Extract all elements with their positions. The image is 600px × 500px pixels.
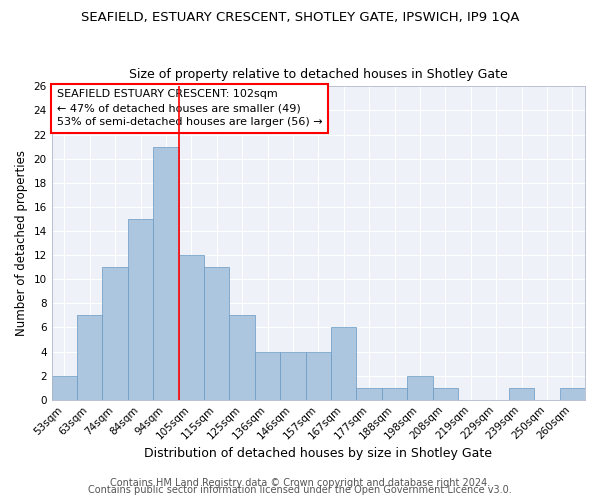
Text: Contains public sector information licensed under the Open Government Licence v3: Contains public sector information licen…	[88, 485, 512, 495]
Bar	[280, 352, 305, 400]
Title: Size of property relative to detached houses in Shotley Gate: Size of property relative to detached ho…	[129, 68, 508, 81]
Bar	[52, 376, 77, 400]
Bar	[179, 255, 204, 400]
Bar	[560, 388, 585, 400]
Bar	[331, 328, 356, 400]
Y-axis label: Number of detached properties: Number of detached properties	[15, 150, 28, 336]
Bar	[77, 316, 103, 400]
Bar	[305, 352, 331, 400]
Bar	[433, 388, 458, 400]
Bar	[356, 388, 382, 400]
Bar	[204, 267, 229, 400]
Text: Contains HM Land Registry data © Crown copyright and database right 2024.: Contains HM Land Registry data © Crown c…	[110, 478, 490, 488]
Bar	[407, 376, 433, 400]
Text: SEAFIELD ESTUARY CRESCENT: 102sqm
← 47% of detached houses are smaller (49)
53% : SEAFIELD ESTUARY CRESCENT: 102sqm ← 47% …	[57, 90, 323, 128]
Bar	[229, 316, 255, 400]
Text: SEAFIELD, ESTUARY CRESCENT, SHOTLEY GATE, IPSWICH, IP9 1QA: SEAFIELD, ESTUARY CRESCENT, SHOTLEY GATE…	[81, 10, 519, 23]
X-axis label: Distribution of detached houses by size in Shotley Gate: Distribution of detached houses by size …	[145, 447, 493, 460]
Bar	[255, 352, 280, 400]
Bar	[509, 388, 534, 400]
Bar	[153, 146, 179, 400]
Bar	[103, 267, 128, 400]
Bar	[382, 388, 407, 400]
Bar	[128, 219, 153, 400]
